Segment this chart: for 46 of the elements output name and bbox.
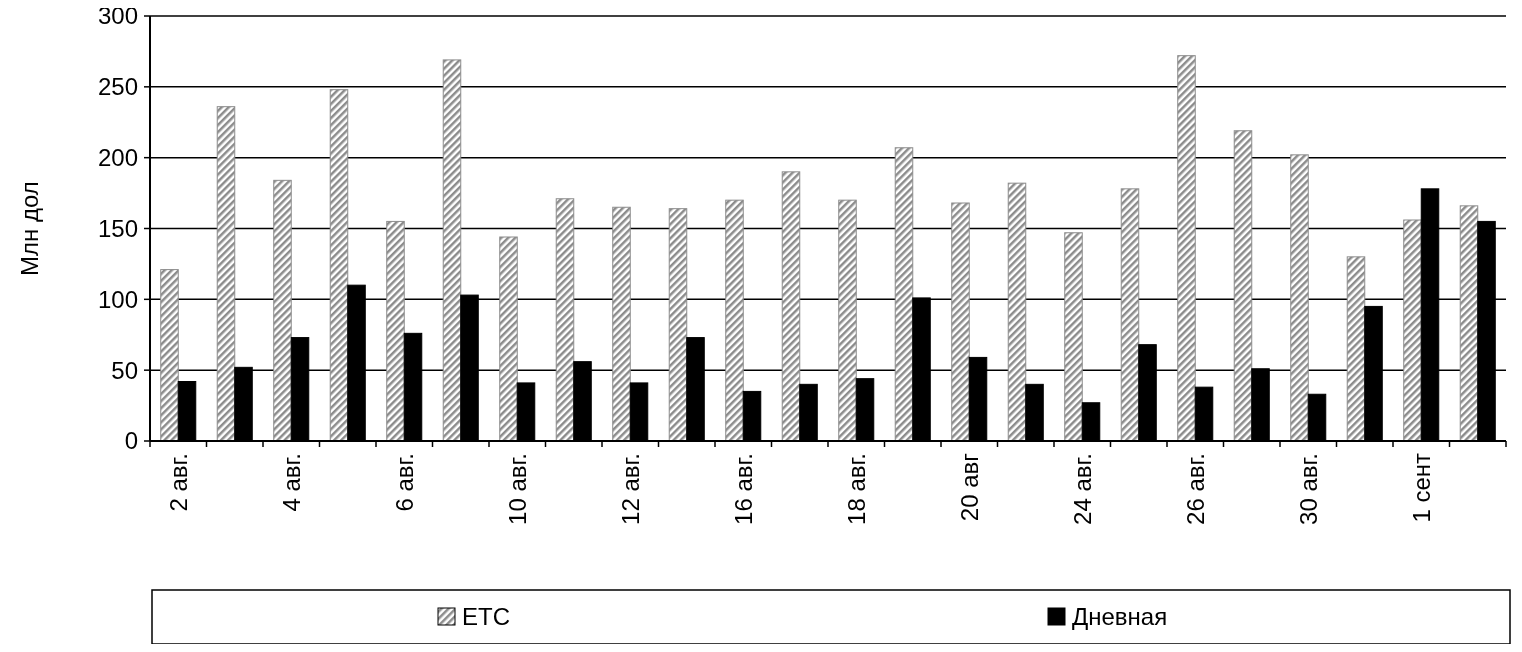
y-tick-label: 250 <box>97 73 138 101</box>
x-tick-label: 6 авг. <box>390 453 418 512</box>
bar <box>1120 188 1140 442</box>
bar <box>216 106 236 442</box>
bar <box>894 147 914 442</box>
bar <box>555 198 575 442</box>
y-tick-label: 300 <box>97 2 138 30</box>
y-tick-label: 200 <box>97 144 138 172</box>
x-tick-label: 24 авг. <box>1068 453 1096 525</box>
legend-label: ETC <box>462 603 510 631</box>
y-axis-title: Млн дол <box>16 181 43 276</box>
y-tick-label: 100 <box>97 285 138 313</box>
y-tick-label: 50 <box>111 356 138 384</box>
bar <box>612 206 631 442</box>
x-tick-label: 26 авг. <box>1181 453 1209 525</box>
bar <box>781 171 801 442</box>
bar <box>1346 256 1366 442</box>
bar <box>668 208 688 442</box>
x-tick-label: 20 авг <box>955 452 983 522</box>
x-tick-label: 1 сент <box>1407 452 1435 523</box>
y-tick-label: 150 <box>97 214 138 242</box>
legend-label: Дневная <box>1072 603 1168 631</box>
bar <box>1064 232 1083 442</box>
x-tick-label: 30 авг. <box>1294 453 1322 525</box>
y-tick-label: 0 <box>124 427 138 455</box>
bar <box>329 89 349 442</box>
bar <box>442 59 462 442</box>
x-tick-label: 16 авг. <box>729 453 757 525</box>
x-tick-label: 10 авг. <box>503 453 531 525</box>
bar <box>951 202 970 442</box>
x-tick-label: 2 авг. <box>164 453 192 512</box>
bar <box>1007 182 1027 442</box>
bar <box>1177 55 1196 442</box>
bar <box>273 179 292 442</box>
bar <box>725 199 744 442</box>
bar <box>1233 130 1253 442</box>
bar <box>1290 154 1309 442</box>
bar <box>499 236 518 442</box>
bar <box>838 199 857 442</box>
x-tick-label: 12 авг. <box>616 453 644 525</box>
bar <box>1459 205 1479 442</box>
x-tick-label: 18 авг. <box>842 453 870 525</box>
bar <box>386 220 405 442</box>
bar <box>160 269 179 442</box>
bar <box>1403 219 1422 442</box>
x-tick-label: 4 авг. <box>277 453 305 512</box>
